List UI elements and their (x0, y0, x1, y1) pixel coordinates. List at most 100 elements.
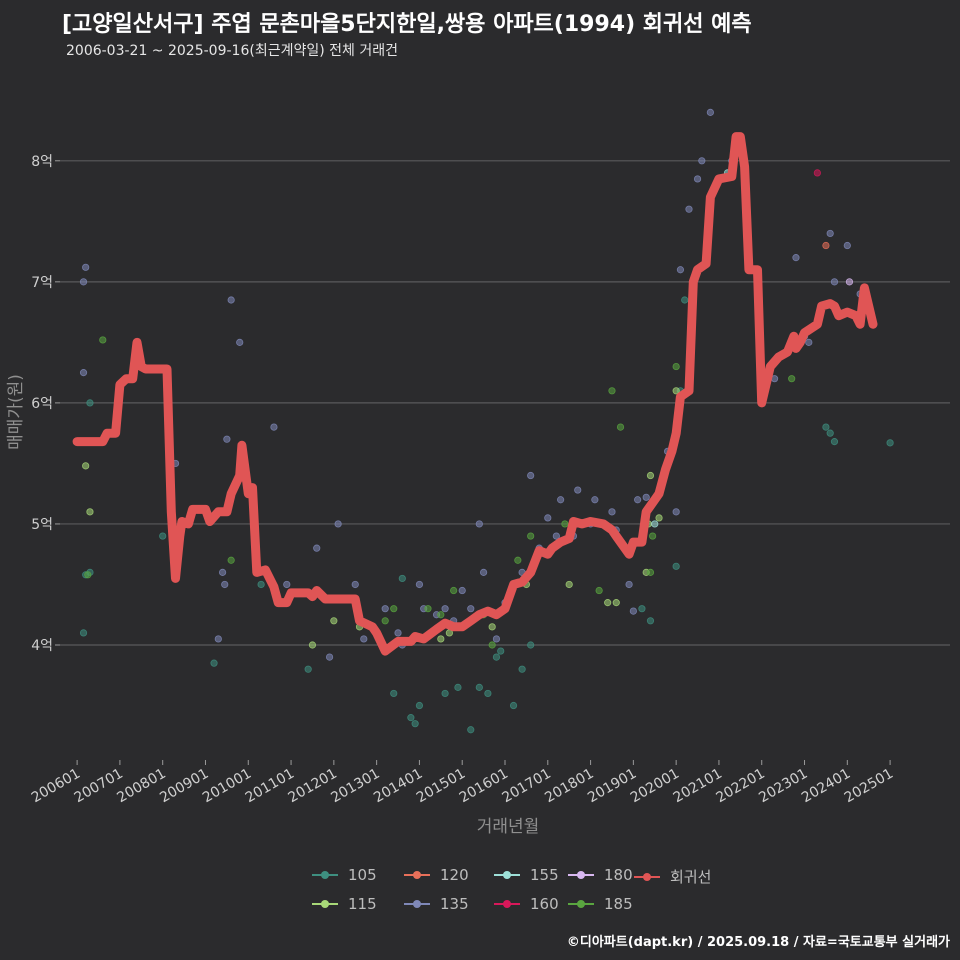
chart-title: [고양일산서구] 주엽 문촌마을5단지한일,쌍용 아파트(1994) 회귀선 예… (62, 12, 752, 37)
legend-key-icon (492, 898, 522, 910)
scatter-point-135 (826, 229, 834, 238)
legend-key-icon (310, 869, 340, 881)
y-tick-label: 8억 (31, 154, 53, 170)
scatter-point-135 (218, 568, 227, 576)
scatter-point-115 (82, 462, 90, 470)
legend-key-icon (492, 869, 522, 881)
scatter-point-105 (518, 665, 526, 673)
x-axis-title: 거래년월 (477, 817, 540, 837)
scatter-point-135 (79, 278, 88, 286)
legend-item-115: 115 (310, 895, 377, 913)
scatter-point-105 (826, 429, 834, 437)
scatter-point-105 (257, 580, 265, 589)
scatter-point-105 (441, 689, 449, 698)
scatter-point-135 (805, 338, 813, 346)
legend-item-105: 105 (310, 866, 377, 884)
scatter-point-115 (612, 599, 620, 607)
scatter-point-185 (646, 568, 655, 576)
scatter-point-185 (450, 586, 458, 595)
scatter-point-135 (706, 108, 714, 116)
scatter-point-185 (561, 520, 569, 528)
legend-label: 120 (440, 866, 469, 884)
scatter-point-135 (676, 266, 685, 274)
legend-label: 회귀선 (670, 868, 712, 886)
scatter-point-135 (394, 629, 402, 637)
scatter-point-105 (509, 701, 518, 710)
scatter-point-135 (441, 605, 449, 613)
scatter-point-135 (223, 435, 231, 443)
scatter-point-105 (390, 689, 398, 698)
scatter-point-135 (458, 586, 466, 595)
legend-item-120: 120 (402, 866, 469, 884)
scatter-point-185 (788, 375, 796, 383)
legend-item-135: 135 (402, 895, 469, 913)
scatter-point-185 (99, 336, 107, 344)
legend-label: 115 (348, 895, 377, 913)
scatter-point-115 (437, 635, 445, 643)
scatter-point-105 (886, 439, 894, 447)
scatter-point-185 (672, 362, 680, 371)
scatter-point-105 (475, 683, 483, 691)
legend-item-회귀선: 회귀선 (632, 866, 711, 887)
legend-key-icon (632, 871, 662, 883)
legend-key-icon (402, 898, 432, 910)
scatter-point-135 (236, 338, 244, 346)
scatter-point-115 (655, 514, 663, 522)
scatter-point-115 (330, 617, 338, 625)
scatter-point-135 (480, 568, 488, 576)
scatter-point-105 (411, 720, 419, 728)
scatter-point-105 (210, 659, 218, 667)
legend-label: 160 (530, 895, 559, 913)
x-tick-label: 202501 (842, 766, 896, 807)
scatter-point-135 (360, 635, 368, 643)
scatter-point-135 (492, 635, 501, 643)
legend-item-180: 180 (566, 866, 633, 884)
scatter-point-105 (484, 689, 492, 698)
scatter-point-135 (608, 508, 616, 516)
scatter-point-135 (82, 263, 90, 271)
scatter-point-135 (685, 205, 693, 213)
scatter-point-105 (492, 653, 501, 661)
scatter-point-135 (221, 580, 229, 589)
source-caption: ©디아파트(dapt.kr) / 2025.09.18 / 자료=국토교통부 실… (566, 935, 950, 950)
y-axis-title: 매매가(원) (6, 374, 26, 450)
scatter-point-185 (527, 532, 535, 540)
scatter-point-185 (84, 571, 92, 579)
scatter-point-185 (227, 556, 235, 564)
scatter-point-135 (325, 653, 334, 661)
scatter-point-135 (557, 496, 565, 504)
scatter-point-135 (214, 635, 222, 643)
points-layer (79, 108, 894, 734)
scatter-point-135 (351, 580, 359, 589)
axis-layer: 4억5억6억7억8억200601200701200801200901201001… (29, 154, 896, 806)
scatter-point-105 (497, 647, 505, 655)
scatter-point-105 (646, 617, 655, 625)
scatter-point-180 (845, 278, 854, 286)
scatter-point-105 (830, 438, 839, 446)
legend-label: 105 (348, 866, 377, 884)
scatter-point-115 (86, 508, 94, 516)
regression-line (72, 132, 878, 656)
legend-label: 180 (604, 866, 633, 884)
scatter-point-105 (681, 296, 689, 304)
scatter-point-105 (398, 574, 406, 583)
scatter-point-135 (415, 580, 424, 589)
scatter-point-105 (79, 629, 88, 637)
scatter-point-135 (642, 493, 650, 501)
scatter-point-135 (334, 520, 342, 528)
scatter-point-105 (415, 701, 424, 710)
scatter-point-105 (527, 641, 535, 649)
scatter-point-105 (672, 562, 680, 570)
scatter-point-105 (454, 683, 462, 691)
y-tick-label: 6억 (31, 396, 53, 412)
scatter-point-105 (304, 665, 312, 673)
scatter-point-135 (381, 605, 389, 613)
scatter-point-135 (625, 580, 633, 589)
legend-label: 135 (440, 895, 469, 913)
scatter-point-105 (638, 605, 646, 613)
scatter-point-185 (424, 605, 432, 613)
scatter-point-185 (488, 641, 496, 649)
scatter-point-105 (407, 714, 415, 722)
scatter-point-135 (843, 241, 851, 250)
